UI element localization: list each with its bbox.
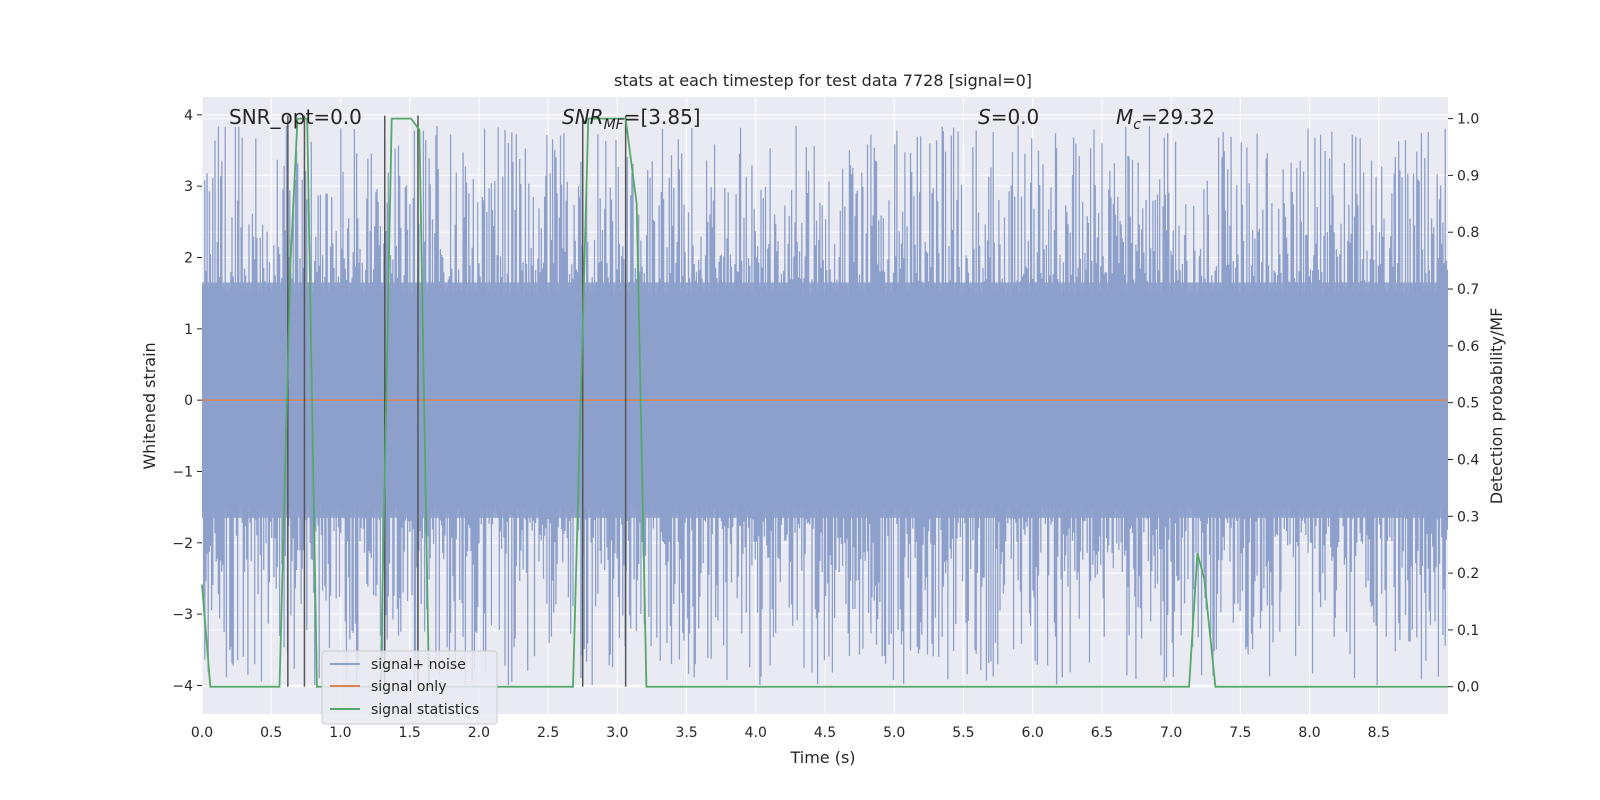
legend-label-signal: signal only [371,679,446,695]
snr-mf-value: =[3.85] [624,105,701,129]
x-tick-label: 3.0 [606,725,628,741]
y-right-tick-label: 0.9 [1457,168,1479,184]
y-right-tick-label: 1.0 [1457,112,1479,128]
y-ticks: 4 3 2 1 0 −1 −2 −3 −4 [172,108,202,694]
y-right-tick-label: 0.8 [1457,225,1479,241]
y-right-ticks: 1.0 0.9 0.8 0.7 0.6 0.5 0.4 0.3 0.2 0.1 0.0 [1448,112,1479,696]
x-tick-label: 0.5 [260,725,282,741]
y-right-tick-label: 0.1 [1457,623,1479,639]
x-tick-label: 6.5 [1091,725,1113,741]
y-tick-label: −4 [172,678,193,694]
y-tick-label: 2 [184,250,193,266]
legend-label-stats: signal statistics [371,702,479,718]
s-symbol: S [978,105,991,129]
y-right-axis-label: Detection probability/MF [1487,308,1506,505]
s-value: =0.0 [991,105,1040,129]
x-tick-label: 5.0 [883,725,905,741]
x-tick-label: 2.0 [468,725,490,741]
x-tick-label: 7.0 [1160,725,1182,741]
y-right-tick-label: 0.7 [1457,282,1479,298]
x-tick-label: 5.5 [952,725,974,741]
stats-line [201,117,1448,688]
stats-series [201,117,1448,688]
snr-mf-symbol: SNR [562,105,604,129]
x-tick-label: 4.5 [814,725,836,741]
legend: signal+ noise signal only signal statist… [321,650,498,725]
y-right-tick-label: 0.5 [1457,396,1479,412]
y-tick-label: 1 [184,322,193,338]
x-tick-label: 7.5 [1229,725,1251,741]
x-ticks: 0.0 0.5 1.0 1.5 2.0 2.5 3.0 3.5 4.0 4.5 5.0 5.5 6.0 6… [191,725,1390,741]
x-tick-label: 6.0 [1022,725,1044,741]
legend-box [321,650,498,725]
mc-value: =29.32 [1141,105,1215,129]
x-axis-label: Time (s) [789,748,855,767]
legend-label-noise: signal+ noise [371,657,466,673]
annotation-s: S=0.0 [978,105,1039,129]
x-tick-label: 8.0 [1298,725,1320,741]
y-right-tick-label: 0.6 [1457,339,1479,355]
snr-mf-subscript: MF [604,117,625,133]
y-right-tick-label: 0.2 [1457,566,1479,582]
x-tick-label: 4.0 [745,725,767,741]
x-tick-label: 3.5 [675,725,697,741]
y-tick-label: −3 [172,607,193,623]
y-tick-label: −2 [172,536,193,552]
mc-subscript: c [1133,117,1141,133]
x-tick-label: 1.5 [399,725,421,741]
chart-title: stats at each timestep for test data 772… [614,71,1032,90]
annotation-snr-opt: SNR_opt=0.0 [229,105,362,129]
y-tick-label: 4 [184,108,193,124]
marker-lines [287,115,627,687]
x-tick-label: 2.5 [537,725,559,741]
annotation-snr-mf: SNRMF=[3.85] [562,105,701,133]
x-tick-label: 0.0 [191,725,213,741]
annotation-mc: Mc=29.32 [1116,105,1215,133]
mc-symbol: M [1116,105,1133,129]
y-tick-label: 0 [184,393,193,409]
x-tick-label: 8.5 [1368,725,1390,741]
y-tick-label: −1 [172,464,193,480]
y-axis-label: Whitened strain [140,342,159,469]
y-tick-label: 3 [184,179,193,195]
y-right-tick-label: 0.3 [1457,509,1479,525]
y-right-tick-label: 0.4 [1457,452,1479,468]
y-right-tick-label: 0.0 [1457,680,1479,696]
x-tick-label: 1.0 [329,725,351,741]
